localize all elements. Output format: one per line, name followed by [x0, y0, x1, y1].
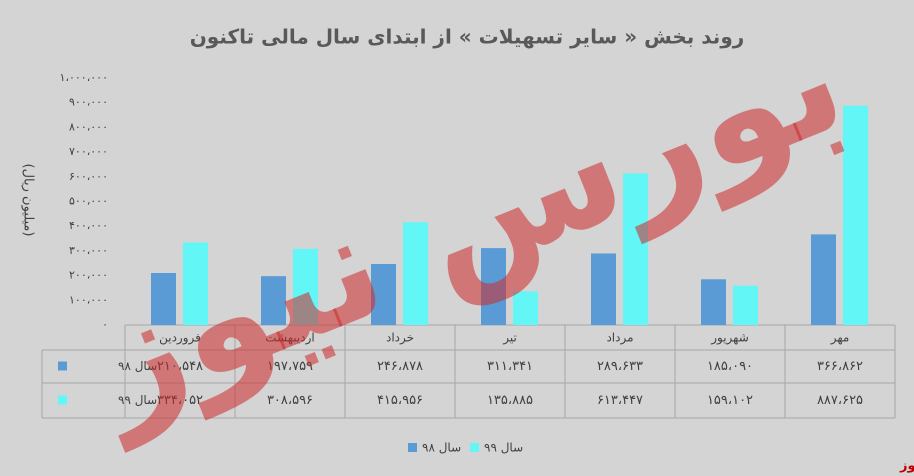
bar: [701, 279, 726, 325]
table-value: ۱۳۵،۸۸۵: [487, 393, 533, 408]
table-value: ۲۴۶،۸۷۸: [377, 359, 423, 374]
legend-key: [58, 361, 67, 371]
y-tick-label: ۱۰۰،۰۰۰: [69, 293, 108, 306]
bar: [481, 248, 506, 325]
y-tick-label: ۳۰۰،۰۰۰: [69, 244, 108, 257]
bar: [371, 264, 396, 325]
y-tick-label: ۷۰۰،۰۰۰: [69, 145, 108, 158]
x-tick-label: خرداد: [386, 331, 414, 346]
table-value: ۲۸۹،۶۳۳: [597, 359, 643, 374]
bar: [183, 242, 208, 325]
y-tick-label: ۸۰۰،۰۰۰: [69, 120, 108, 133]
legend-key: [58, 395, 67, 405]
y-axis-label: (میلیون ریال): [21, 164, 36, 237]
table-value: ۱۸۵،۰۹۰: [707, 359, 753, 374]
table-value: ۸۸۷،۶۲۵: [817, 393, 863, 408]
row-label: سال ۹۸: [118, 359, 157, 373]
table-value: ۳۶۶،۸۶۲: [817, 359, 863, 374]
legend-key: [408, 443, 417, 452]
x-tick-label: اردیبهشت: [265, 331, 314, 346]
legend-label: سال ۹۹: [484, 441, 523, 455]
x-tick-label: فروردین: [159, 331, 201, 346]
bar: [151, 272, 176, 325]
bar: [403, 222, 428, 325]
y-tick-label: ۱،۰۰۰،۰۰۰: [60, 71, 108, 84]
table-value: ۱۹۷،۷۵۹: [267, 359, 313, 374]
watermark: بورس نیوز: [59, 0, 867, 454]
bar: [623, 173, 648, 325]
legend-key: [470, 443, 479, 452]
y-tick-label: ۲۰۰،۰۰۰: [69, 269, 108, 282]
y-tick-label: ۶۰۰،۰۰۰: [69, 170, 108, 183]
bar: [293, 248, 318, 325]
y-tick-label: ۵۰۰،۰۰۰: [69, 195, 108, 208]
y-tick-label: ۹۰۰،۰۰۰: [69, 96, 108, 109]
bar: [811, 234, 836, 325]
bar: [591, 253, 616, 325]
table-value: ۱۵۹،۱۰۲: [707, 393, 753, 408]
bar: [843, 105, 868, 325]
table-value: ۴۱۵،۹۵۶: [377, 393, 423, 408]
table-value: ۶۱۳،۴۴۷: [597, 393, 643, 408]
x-tick-label: شهریور: [710, 331, 749, 346]
table-value: ۳۱۱،۳۴۱: [487, 359, 533, 374]
table-value: ۳۳۴،۰۵۲: [157, 393, 203, 408]
chart-title: روند بخش « سایر تسهیلات » از ابتدای سال …: [190, 25, 745, 49]
row-label: سال ۹۹: [118, 393, 157, 407]
x-tick-label: مرداد: [606, 331, 633, 346]
bar: [733, 285, 758, 325]
y-tick-label: ۴۰۰،۰۰۰: [69, 219, 108, 232]
table-value: ۳۰۸،۵۹۶: [267, 393, 313, 408]
table-value: ۲۱۰،۵۴۸: [157, 359, 203, 374]
x-tick-label: تیر: [502, 331, 517, 346]
bar: [513, 291, 538, 325]
source: بورس نیوز: [899, 459, 914, 474]
x-tick-label: مهر: [830, 331, 850, 346]
y-tick-label: ۰: [102, 318, 108, 331]
bar: [261, 276, 286, 325]
legend-label: سال ۹۸: [422, 441, 461, 455]
